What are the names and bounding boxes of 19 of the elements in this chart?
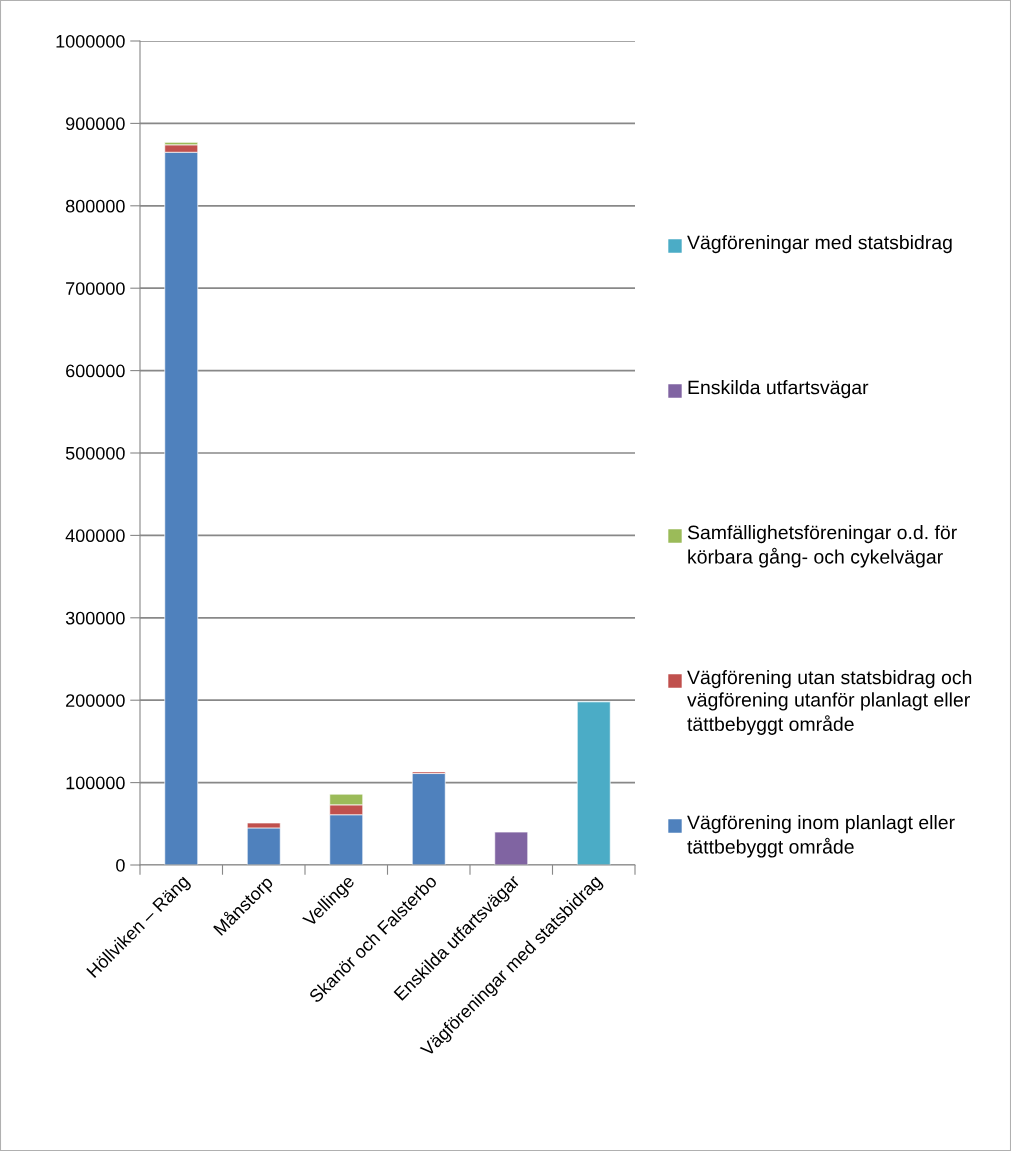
y-tick-label: 0 xyxy=(116,858,125,872)
bar xyxy=(411,773,446,865)
y-tick-label: 300000 xyxy=(65,611,125,625)
legend-label: Vägföreningar med statsbidrag xyxy=(687,235,952,254)
legend-label: Vägförening utan statsbidrag och vägförening utanför planlagt eller tättbebyggt område xyxy=(687,670,972,735)
y-tick-label: 600000 xyxy=(66,364,125,378)
legend-label: Vägförening inom planlagt eller tättbebyggt område xyxy=(687,815,955,858)
y-tick-label: 400000 xyxy=(65,529,125,543)
y-tick-label: 1000000 xyxy=(56,34,125,48)
bar xyxy=(494,831,529,865)
y-tick-label: 800000 xyxy=(65,199,125,213)
y-tick-label: 700000 xyxy=(66,282,125,295)
y-tick-label: 100000 xyxy=(66,776,125,790)
legend-label: Samfällighetsföreningar o.d. för körbara gång- och cykelvägar xyxy=(687,525,957,568)
y-tick-label: 900000 xyxy=(66,117,125,131)
bar xyxy=(576,701,611,865)
y-tick-label: 500000 xyxy=(65,446,125,460)
y-tick-label: 200000 xyxy=(66,694,125,707)
legend-label: Enskilda utfartsvägar xyxy=(688,380,869,399)
